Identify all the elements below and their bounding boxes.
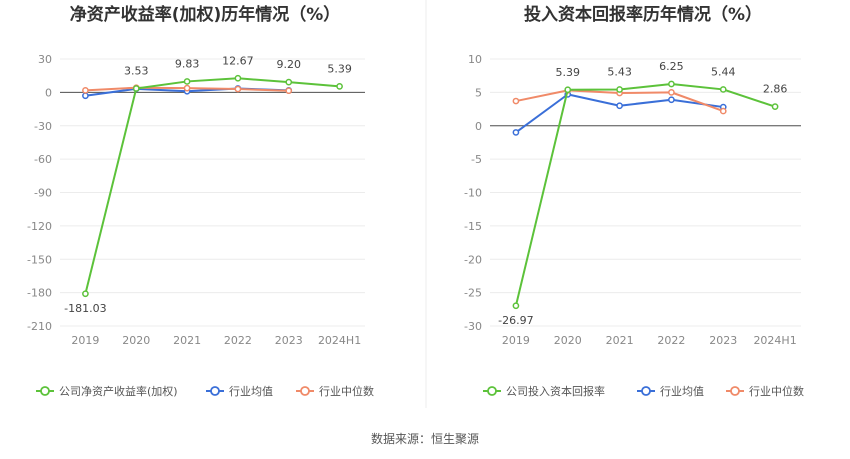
data-point [82,290,89,298]
series-line [514,83,776,307]
y-tick-label: 30 [38,53,52,66]
x-tick-label: 2019 [71,334,99,347]
data-label: -181.03 [64,302,106,315]
legend-item: 行业中位数 [296,384,374,398]
legend-label: 行业中位数 [319,384,374,398]
chart-title: 净资产收益率(加权)历年情况（%） [70,4,341,25]
data-source: 数据来源：恒生聚源 [371,431,479,446]
data-point [512,302,520,310]
x-tick-label: 2023 [709,334,737,347]
y-tick-label: -150 [27,253,52,266]
data-point [668,96,675,104]
legend-item: 行业均值 [637,385,704,398]
y-tick-label: 10 [468,53,482,66]
legend-label: 公司净资产收益率(加权) [59,384,178,398]
data-point [668,89,675,96]
series-line [84,77,340,295]
y-tick-label: 5 [475,86,482,99]
series-2 [82,84,293,95]
y-tick-label: -30 [464,320,482,333]
y-tick-label: -210 [27,320,52,333]
legend-marker [641,386,651,396]
x-tick-label: 2022 [224,334,252,347]
data-point [512,97,520,105]
y-tick-label: 0 [475,120,482,133]
data-point [771,103,779,111]
legend-label: 公司投入资本回报率 [506,384,605,398]
y-tick-label: -180 [27,287,52,300]
data-label: 9.83 [175,57,200,70]
legend-item: 行业均值 [206,385,273,398]
data-point [285,78,293,86]
series-0: -181.03 3.53 9.83 12.67 9.20 5.39 [64,54,352,314]
legend-item: 公司净资产收益率(加权) [36,384,178,398]
legend-marker [730,386,740,396]
data-label: -26.97 [498,314,533,327]
roe-chart: 净资产收益率(加权)历年情况（%） 30 0 -30 -60 -90 -120 -150 -18… [27,4,374,398]
legend-item: 行业中位数 [726,384,804,398]
y-tick-label: 0 [45,86,52,99]
series-1 [512,91,727,136]
legend-label: 行业均值 [229,385,273,398]
x-tick-label: 2020 [554,334,582,347]
y-tick-label: -120 [27,220,52,233]
x-tick-label: 2024H1 [753,334,796,347]
data-label: 6.25 [659,60,684,73]
data-point [234,85,242,93]
y-tick-label: -25 [464,287,482,300]
data-label: 5.39 [556,66,581,79]
x-tick-label: 2023 [275,334,303,347]
legend-marker [487,386,497,396]
data-point [564,86,572,94]
data-point [719,86,727,93]
y-tick-label: -30 [34,120,52,133]
roic-chart: 投入资本回报率历年情况（%） 10 5 0 -5 -10 -15 -20 -25 -30 2019 2… [464,4,804,398]
data-point [719,107,727,115]
data-label: 2.86 [763,83,788,96]
data-point [336,83,343,90]
data-point [285,87,293,95]
data-label: 12.67 [222,54,254,67]
legend-marker [300,386,310,396]
data-label: 5.43 [607,66,632,79]
x-tick-label: 2020 [122,334,150,347]
data-label: 5.39 [327,62,352,75]
data-point [616,102,623,110]
legend-label: 行业均值 [660,385,704,398]
data-point [616,86,623,93]
data-point [183,84,191,92]
data-point [82,87,89,94]
legend-marker [210,386,220,396]
data-point [668,80,675,88]
x-tick-label: 2022 [657,334,685,347]
data-point [183,78,191,85]
data-point [234,74,242,82]
legend-label: 行业中位数 [749,384,804,398]
x-tick-label: 2021 [173,334,201,347]
legend-marker [40,386,50,396]
y-tick-label: -10 [464,187,482,200]
y-tick-label: -90 [34,187,52,200]
legend-item: 公司投入资本回报率 [483,384,605,398]
data-label: 3.53 [124,64,149,77]
chart-title: 投入资本回报率历年情况（%） [524,4,762,25]
x-tick-label: 2019 [502,334,530,347]
series-0: -26.97 5.39 5.43 6.25 5.44 2.86 [498,60,787,327]
y-tick-label: -5 [471,153,482,166]
data-point [132,85,140,92]
y-tick-label: -20 [464,253,482,266]
x-tick-label: 2024H1 [318,334,361,347]
x-tick-label: 2021 [606,334,634,347]
y-tick-label: -60 [34,153,52,166]
data-point [82,92,89,100]
data-label: 5.44 [711,65,736,78]
data-point [512,129,520,136]
data-label: 9.20 [277,58,302,71]
y-tick-label: -15 [464,220,482,233]
